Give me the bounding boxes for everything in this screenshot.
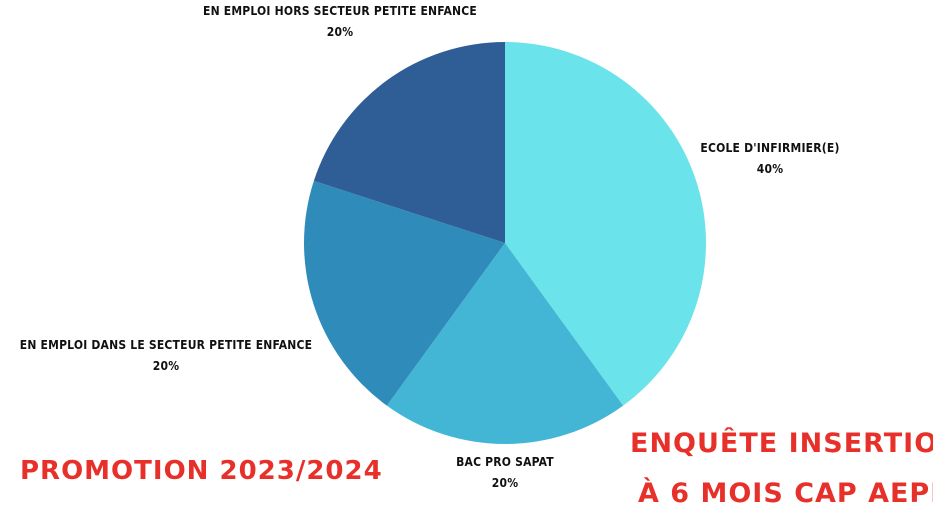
slice-bac-pro-sapat <box>386 243 624 445</box>
label-ecole-infirmier: ECOLE D'INFIRMIER(E) 40% <box>700 138 840 180</box>
promotion-label: PROMOTION 2023/2024 <box>20 456 383 486</box>
headline-line-2: À 6 MOIS CAP AEPE <box>638 478 933 509</box>
headline-line-1: ENQUÊTE INSERTION <box>630 428 933 459</box>
label-emploi-hors-secteur-value: 20% <box>326 25 354 39</box>
label-emploi-hors-secteur: EN EMPLOI HORS SECTEUR PETITE ENFANCE 20… <box>190 1 490 43</box>
slice-ecole-infirmier <box>505 42 706 406</box>
label-emploi-secteur-value: 20% <box>152 359 180 373</box>
label-ecole-infirmier-value: 40% <box>756 162 784 176</box>
label-bac-pro-sapat-name: BAC PRO SAPAT <box>456 455 554 469</box>
slice-emploi-hors-secteur <box>313 42 505 243</box>
label-ecole-infirmier-name: ECOLE D'INFIRMIER(E) <box>700 141 840 155</box>
label-bac-pro-sapat: BAC PRO SAPAT 20% <box>430 452 580 494</box>
label-emploi-hors-secteur-name: EN EMPLOI HORS SECTEUR PETITE ENFANCE <box>203 4 477 18</box>
label-emploi-secteur-name: EN EMPLOI DANS LE SECTEUR PETITE ENFANCE <box>19 338 313 352</box>
slice-emploi-secteur <box>304 180 505 406</box>
label-emploi-secteur: EN EMPLOI DANS LE SECTEUR PETITE ENFANCE… <box>6 335 326 377</box>
label-bac-pro-sapat-value: 20% <box>491 476 519 490</box>
